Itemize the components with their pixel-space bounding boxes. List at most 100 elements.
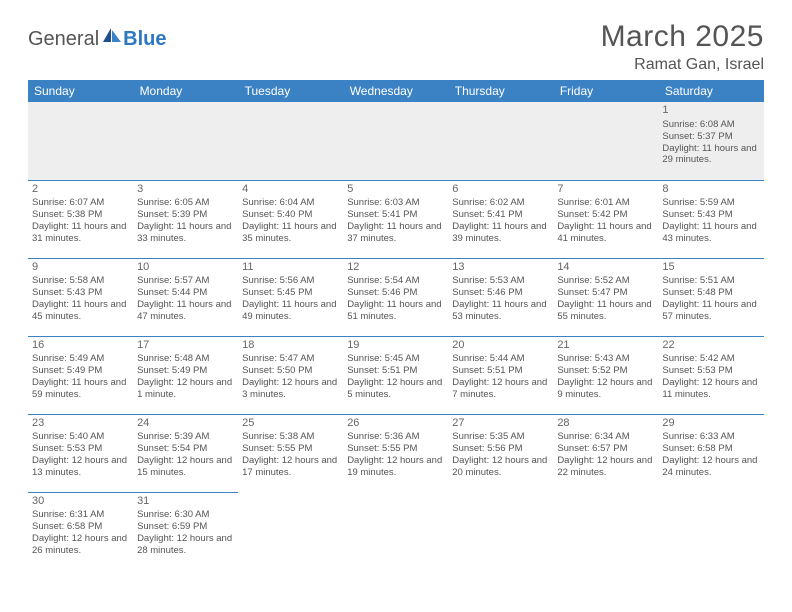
calendar-row: 23Sunrise: 5:40 AMSunset: 5:53 PMDayligh… [28,414,764,492]
calendar-cell: 26Sunrise: 5:36 AMSunset: 5:55 PMDayligh… [343,414,448,492]
daylight-line: Daylight: 11 hours and 43 minutes. [662,221,759,245]
logo-text-general: General [28,28,99,51]
day-number: 5 [347,183,444,197]
day-number: 25 [242,417,339,431]
sunrise-line: Sunrise: 5:43 AM [557,353,654,365]
sunrise-line: Sunrise: 5:57 AM [137,275,234,287]
calendar-cell: 30Sunrise: 6:31 AMSunset: 6:58 PMDayligh… [28,492,133,570]
sunset-line: Sunset: 5:51 PM [452,365,549,377]
calendar-cell: 16Sunrise: 5:49 AMSunset: 5:49 PMDayligh… [28,336,133,414]
header: General Blue March 2025 Ramat Gan, Israe… [28,20,764,74]
day-number: 27 [452,417,549,431]
day-header: Monday [133,80,238,102]
daylight-line: Daylight: 12 hours and 15 minutes. [137,455,234,479]
calendar-cell: 1Sunrise: 6:08 AMSunset: 5:37 PMDaylight… [658,102,763,180]
daylight-line: Daylight: 11 hours and 29 minutes. [662,143,759,167]
sunset-line: Sunset: 5:55 PM [347,443,444,455]
calendar-cell: 19Sunrise: 5:45 AMSunset: 5:51 PMDayligh… [343,336,448,414]
sunrise-line: Sunrise: 6:02 AM [452,197,549,209]
sunset-line: Sunset: 5:56 PM [452,443,549,455]
sunrise-line: Sunrise: 5:38 AM [242,431,339,443]
day-number: 8 [662,183,759,197]
daylight-line: Daylight: 12 hours and 28 minutes. [137,533,234,557]
day-number: 30 [32,495,129,509]
sunrise-line: Sunrise: 5:42 AM [662,353,759,365]
sunrise-line: Sunrise: 6:03 AM [347,197,444,209]
day-number: 7 [557,183,654,197]
calendar-row: 1Sunrise: 6:08 AMSunset: 5:37 PMDaylight… [28,102,764,180]
calendar-cell [448,102,553,180]
calendar-cell: 22Sunrise: 5:42 AMSunset: 5:53 PMDayligh… [658,336,763,414]
sunrise-line: Sunrise: 6:04 AM [242,197,339,209]
day-header-row: Sunday Monday Tuesday Wednesday Thursday… [28,80,764,102]
location-label: Ramat Gan, Israel [601,56,764,74]
daylight-line: Daylight: 11 hours and 47 minutes. [137,299,234,323]
calendar-cell: 8Sunrise: 5:59 AMSunset: 5:43 PMDaylight… [658,180,763,258]
daylight-line: Daylight: 12 hours and 22 minutes. [557,455,654,479]
sunrise-line: Sunrise: 6:07 AM [32,197,129,209]
day-header: Friday [553,80,658,102]
day-number: 14 [557,261,654,275]
sunrise-line: Sunrise: 6:05 AM [137,197,234,209]
calendar-row: 16Sunrise: 5:49 AMSunset: 5:49 PMDayligh… [28,336,764,414]
day-number: 17 [137,339,234,353]
calendar-row: 9Sunrise: 5:58 AMSunset: 5:43 PMDaylight… [28,258,764,336]
day-number: 11 [242,261,339,275]
sunset-line: Sunset: 5:40 PM [242,209,339,221]
calendar-cell: 14Sunrise: 5:52 AMSunset: 5:47 PMDayligh… [553,258,658,336]
day-number: 3 [137,183,234,197]
sunset-line: Sunset: 5:53 PM [662,365,759,377]
calendar-cell: 17Sunrise: 5:48 AMSunset: 5:49 PMDayligh… [133,336,238,414]
day-number: 4 [242,183,339,197]
daylight-line: Daylight: 11 hours and 45 minutes. [32,299,129,323]
calendar-cell: 18Sunrise: 5:47 AMSunset: 5:50 PMDayligh… [238,336,343,414]
daylight-line: Daylight: 11 hours and 39 minutes. [452,221,549,245]
day-number: 2 [32,183,129,197]
sunset-line: Sunset: 5:46 PM [347,287,444,299]
sunrise-line: Sunrise: 5:56 AM [242,275,339,287]
daylight-line: Daylight: 12 hours and 11 minutes. [662,377,759,401]
day-number: 18 [242,339,339,353]
calendar-row: 30Sunrise: 6:31 AMSunset: 6:58 PMDayligh… [28,492,764,570]
daylight-line: Daylight: 12 hours and 5 minutes. [347,377,444,401]
sunset-line: Sunset: 5:42 PM [557,209,654,221]
day-number: 6 [452,183,549,197]
calendar-page: General Blue March 2025 Ramat Gan, Israe… [0,0,792,570]
calendar-row: 2Sunrise: 6:07 AMSunset: 5:38 PM Daylight… [28,180,764,258]
sunset-line: Sunset: 5:45 PM [242,287,339,299]
day-number: 29 [662,417,759,431]
calendar-cell [343,492,448,570]
sunrise-line: Sunrise: 5:51 AM [662,275,759,287]
daylight-line: Daylight: 11 hours and 53 minutes. [452,299,549,323]
calendar-cell [343,102,448,180]
calendar-cell [238,492,343,570]
day-number: 13 [452,261,549,275]
daylight-line: Daylight: 12 hours and 3 minutes. [242,377,339,401]
day-number: 26 [347,417,444,431]
day-number: 24 [137,417,234,431]
day-number: 1 [662,104,759,118]
sunset-line: Sunset: 5:37 PM [662,131,759,143]
sunrise-line: Sunrise: 5:39 AM [137,431,234,443]
calendar-cell: 15Sunrise: 5:51 AMSunset: 5:48 PMDayligh… [658,258,763,336]
sunrise-line: Sunrise: 5:53 AM [452,275,549,287]
sunrise-line: Sunrise: 5:59 AM [662,197,759,209]
title-block: March 2025 Ramat Gan, Israel [601,20,764,74]
sunset-line: Sunset: 5:49 PM [32,365,129,377]
daylight-line: Daylight: 11 hours and 55 minutes. [557,299,654,323]
day-number: 19 [347,339,444,353]
day-header: Thursday [448,80,553,102]
daylight-line: Daylight: 11 hours and 51 minutes. [347,299,444,323]
calendar-cell: 10Sunrise: 5:57 AMSunset: 5:44 PMDayligh… [133,258,238,336]
sunset-line: Sunset: 6:59 PM [137,521,234,533]
day-number: 23 [32,417,129,431]
sunset-line: Sunset: 6:57 PM [557,443,654,455]
calendar-cell: 29Sunrise: 6:33 AMSunset: 6:58 PMDayligh… [658,414,763,492]
calendar-cell [238,102,343,180]
sunset-line: Sunset: 5:38 PM [32,209,129,221]
day-number: 31 [137,495,234,509]
calendar-cell: 3Sunrise: 6:05 AMSunset: 5:39 PMDaylight… [133,180,238,258]
sunset-line: Sunset: 5:52 PM [557,365,654,377]
calendar-cell: 9Sunrise: 5:58 AMSunset: 5:43 PMDaylight… [28,258,133,336]
calendar-cell [133,102,238,180]
